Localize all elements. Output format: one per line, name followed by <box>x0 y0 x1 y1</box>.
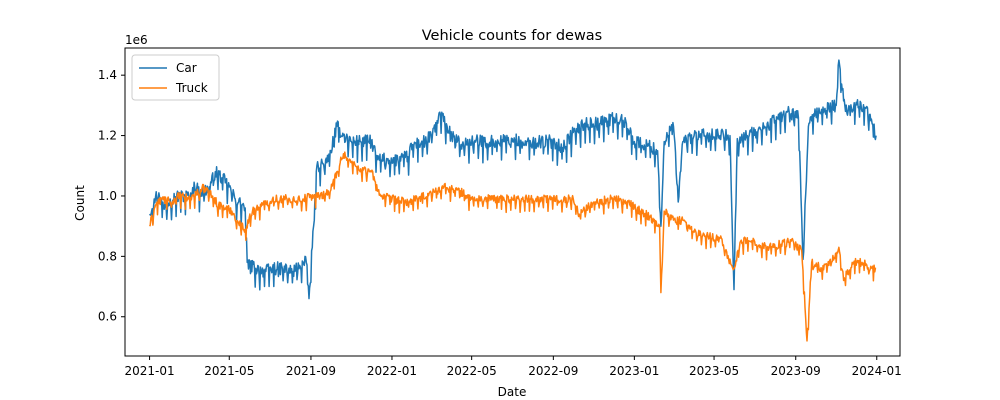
x-tick-label: 2023-09 <box>771 364 821 378</box>
legend-label-car: Car <box>176 61 197 75</box>
y-tick-label: 1.4 <box>98 68 117 82</box>
x-tick-label: 2024-01 <box>852 364 902 378</box>
y-tick-label: 1.2 <box>98 129 117 143</box>
x-tick-label: 2021-01 <box>125 364 175 378</box>
chart-title: Vehicle counts for dewas <box>422 28 603 44</box>
x-tick-label: 2022-09 <box>528 364 578 378</box>
y-axis-label: Count <box>73 185 87 221</box>
y-tick-label: 1.0 <box>98 189 117 203</box>
x-axis-ticks: 2021-01 2021-05 2021-09 2022-01 2022-05 2022-… <box>125 356 902 378</box>
x-tick-label: 2023-01 <box>609 364 659 378</box>
x-tick-label: 2022-05 <box>447 364 497 378</box>
y-tick-label: 0.6 <box>98 310 117 324</box>
x-tick-label: 2021-05 <box>204 364 254 378</box>
x-axis-label: Date <box>498 385 527 399</box>
plot-area <box>148 59 877 342</box>
y-tick-label: 0.8 <box>98 249 117 263</box>
x-tick-label: 2023-05 <box>689 364 739 378</box>
series-line-car <box>149 59 877 300</box>
y-axis-ticks: 0.6 0.8 1.0 1.2 1.4 <box>98 68 125 324</box>
y-axis-scale-label: 1e6 <box>125 33 148 47</box>
axes-frame <box>124 47 901 357</box>
x-tick-label: 2022-01 <box>367 364 417 378</box>
x-tick-label: 2021-09 <box>286 364 336 378</box>
legend-label-truck: Truck <box>175 81 208 95</box>
legend: Car Truck <box>131 54 220 101</box>
series-line-truck <box>148 151 877 342</box>
